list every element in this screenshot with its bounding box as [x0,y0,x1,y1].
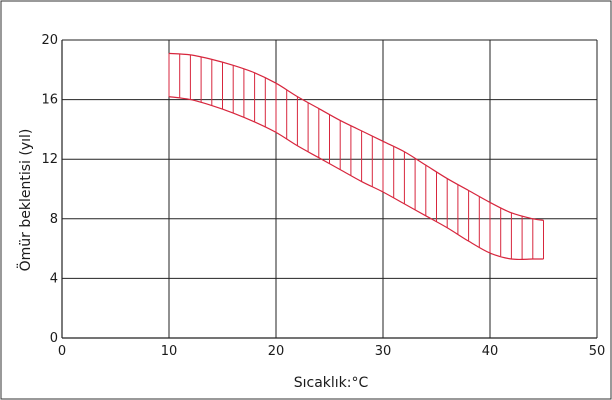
x-tick-label: 10 [161,344,178,359]
y-tick-label: 4 [50,271,58,286]
x-axis-title: Sıcaklık:°C [294,375,369,391]
grid-lines [62,39,598,338]
y-tick-label: 12 [41,152,58,167]
y-tick-label: 20 [41,33,58,48]
axes [61,40,597,339]
y-axis-title: Ömür beklentisi (yıl) [16,129,34,272]
tick-labels: 0 10 20 30 40 50 0 4 8 12 16 20 [41,33,605,359]
upper-bound-curve [168,52,544,221]
x-tick-label: 20 [268,344,285,359]
x-tick-label: 0 [58,344,66,359]
x-tick-label: 40 [482,344,499,359]
y-tick-label: 16 [41,93,58,108]
y-tick-label: 8 [50,212,58,227]
y-tick-label: 0 [50,331,58,346]
x-tick-label: 30 [375,344,392,359]
lower-bound-curve [168,96,544,261]
x-tick-label: 50 [589,344,606,359]
data-band [168,52,544,261]
